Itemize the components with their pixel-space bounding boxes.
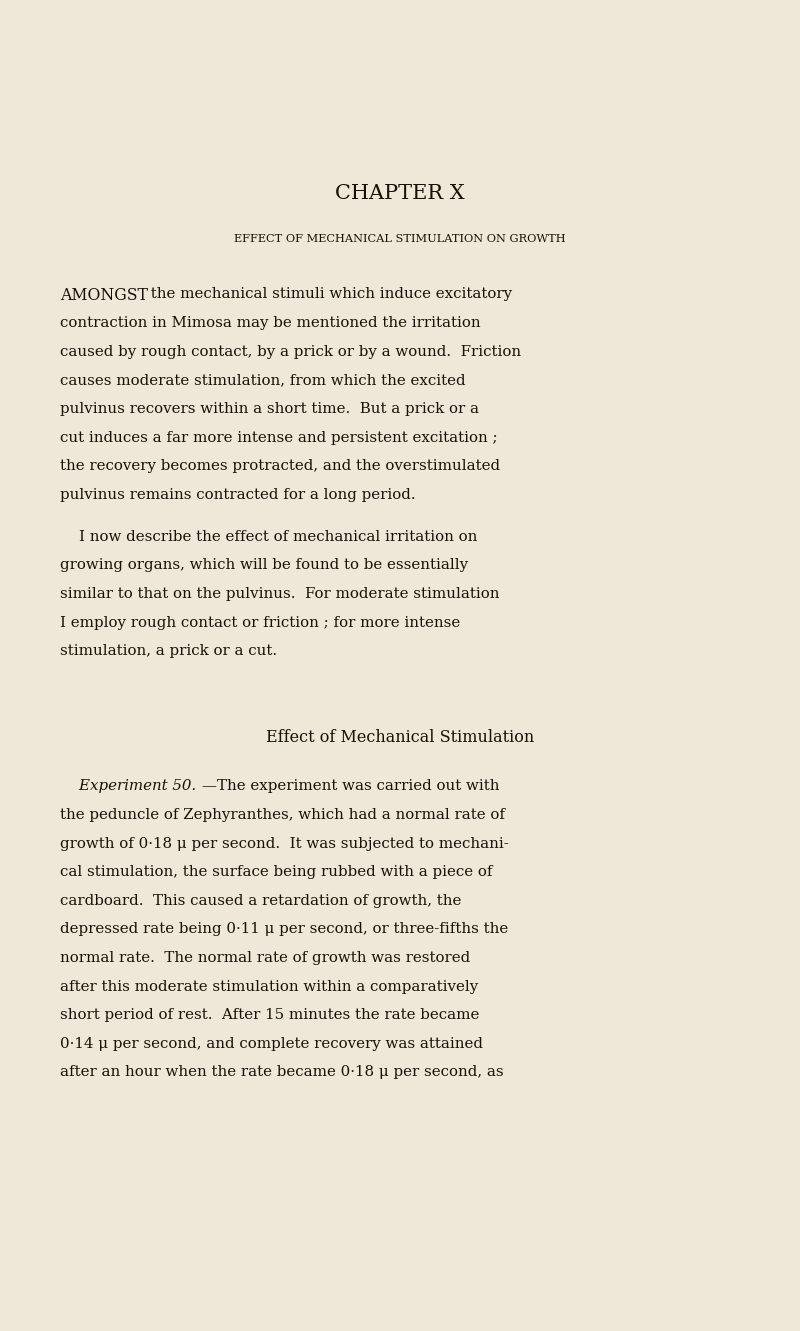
Text: the recovery becomes protracted, and the overstimulated: the recovery becomes protracted, and the… xyxy=(60,459,500,474)
Text: cal stimulation, the surface being rubbed with a piece of: cal stimulation, the surface being rubbe… xyxy=(60,865,493,880)
Text: pulvinus remains contracted for a long period.: pulvinus remains contracted for a long p… xyxy=(60,487,416,502)
Text: —The experiment was carried out with: —The experiment was carried out with xyxy=(202,780,500,793)
Text: growing organs, which will be found to be essentially: growing organs, which will be found to b… xyxy=(60,559,468,572)
Text: CHAPTER X: CHAPTER X xyxy=(335,184,465,202)
Text: EFFECT OF MECHANICAL STIMULATION ON GROWTH: EFFECT OF MECHANICAL STIMULATION ON GROW… xyxy=(234,234,566,245)
Text: normal rate.  The normal rate of growth was restored: normal rate. The normal rate of growth w… xyxy=(60,952,470,965)
Text: growth of 0·18 μ per second.  It was subjected to mechani-: growth of 0·18 μ per second. It was subj… xyxy=(60,837,509,851)
Text: the peduncle of Zephyranthes, which had a normal rate of: the peduncle of Zephyranthes, which had … xyxy=(60,808,505,823)
Text: caused by rough contact, by a prick or by a wound.  Friction: caused by rough contact, by a prick or b… xyxy=(60,345,521,359)
Text: cardboard.  This caused a retardation of growth, the: cardboard. This caused a retardation of … xyxy=(60,894,462,908)
Text: I now describe the effect of mechanical irritation on: I now describe the effect of mechanical … xyxy=(60,530,478,544)
Text: depressed rate being 0·11 μ per second, or three-fifths the: depressed rate being 0·11 μ per second, … xyxy=(60,922,508,937)
Text: stimulation, a prick or a cut.: stimulation, a prick or a cut. xyxy=(60,644,277,659)
Text: similar to that on the pulvinus.  For moderate stimulation: similar to that on the pulvinus. For mod… xyxy=(60,587,499,602)
Text: Experiment 50.: Experiment 50. xyxy=(60,780,196,793)
Text: after an hour when the rate became 0·18 μ per second, as: after an hour when the rate became 0·18 … xyxy=(60,1065,504,1079)
Text: short period of rest.  After 15 minutes the rate became: short period of rest. After 15 minutes t… xyxy=(60,1009,479,1022)
Text: causes moderate stimulation, from which the excited: causes moderate stimulation, from which … xyxy=(60,374,466,387)
Text: AMONGST: AMONGST xyxy=(60,287,148,305)
Text: pulvinus recovers within a short time.  But a prick or a: pulvinus recovers within a short time. B… xyxy=(60,402,479,417)
Text: cut induces a far more intense and persistent excitation ;: cut induces a far more intense and persi… xyxy=(60,431,498,445)
Text: the mechanical stimuli which induce excitatory: the mechanical stimuli which induce exci… xyxy=(146,287,513,302)
Text: 0·14 μ per second, and complete recovery was attained: 0·14 μ per second, and complete recovery… xyxy=(60,1037,483,1051)
Text: contraction in Mimosa may be mentioned the irritation: contraction in Mimosa may be mentioned t… xyxy=(60,317,481,330)
Text: Effect of Mechanical Stimulation: Effect of Mechanical Stimulation xyxy=(266,729,534,745)
Text: I employ rough contact or friction ; for more intense: I employ rough contact or friction ; for… xyxy=(60,616,460,630)
Text: after this moderate stimulation within a comparatively: after this moderate stimulation within a… xyxy=(60,980,478,994)
